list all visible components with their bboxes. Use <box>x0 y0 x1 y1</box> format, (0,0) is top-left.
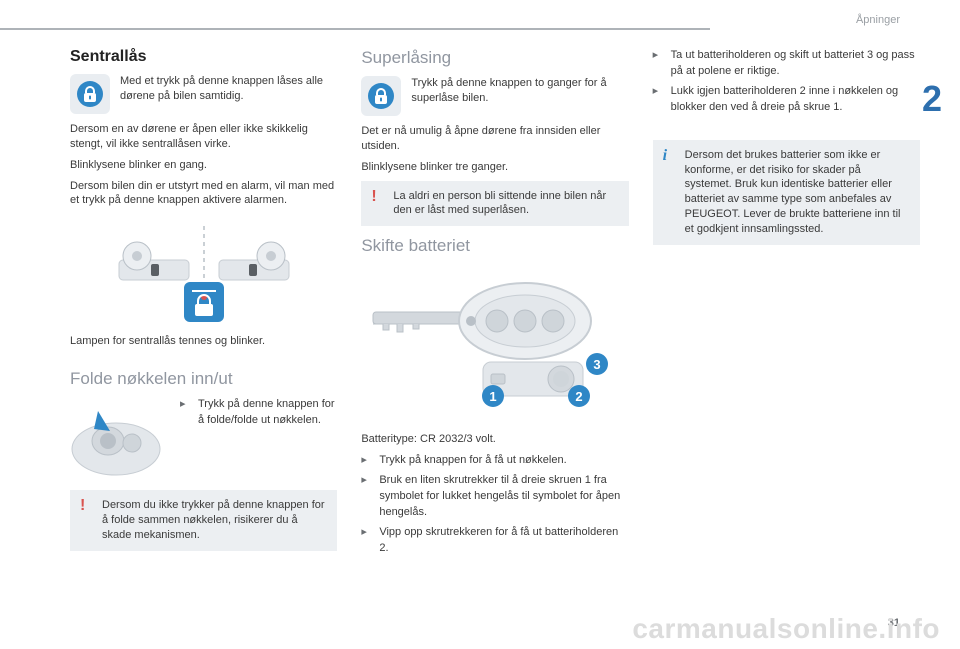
battery-steps: ▸Trykk på knappen for å få ut nøkkelen. … <box>361 453 628 557</box>
fold-key-row: ▸ Trykk på denne knappen for å folde/fol… <box>70 397 337 482</box>
bullet-icon: ▸ <box>653 84 663 116</box>
para-blink-three: Blinklysene blinker tre ganger. <box>361 160 628 175</box>
battery-type-prefix: Batteritype: <box>361 433 420 445</box>
battery-step-2: Bruk en liten skrutrekker til å dreie sk… <box>379 473 628 521</box>
bullet-icon: ▸ <box>361 525 371 557</box>
fold-bullet-text: Trykk på denne knappen for å folde/folde… <box>198 397 337 429</box>
list-item: ▸Vipp opp skrutrekkeren for å få ut batt… <box>361 525 628 557</box>
figure-fold-key <box>70 397 170 482</box>
top-rule <box>0 28 710 30</box>
battery-type-line: Batteritype: CR 2032/3 volt. <box>361 432 628 447</box>
warning-superlock-text: La aldri en person bli sittende inne bil… <box>393 189 618 219</box>
list-item: ▸Lukk igjen batteriholderen 2 inne i nøk… <box>653 84 920 116</box>
lock-text-1: Med et trykk på denne knappen låses alle… <box>120 74 337 104</box>
chapter-number: 2 <box>922 78 942 120</box>
svg-text:3: 3 <box>593 357 600 372</box>
svg-text:1: 1 <box>489 389 496 404</box>
info-icon: i <box>663 148 677 164</box>
svg-text:2: 2 <box>575 389 582 404</box>
heading-superlock: Superlåsing <box>361 48 628 68</box>
lock-text-2: Trykk på denne knappen to ganger for å s… <box>411 76 628 106</box>
column-2: Superlåsing Trykk på denne knappen to ga… <box>361 48 628 561</box>
info-battery-text: Dersom det brukes batterier som ikke er … <box>685 148 910 237</box>
breadcrumb: Åpninger <box>856 14 900 26</box>
warning-fold-key-text: Dersom du ikke trykker på denne knappen … <box>102 498 327 543</box>
heading-fold-key: Folde nøkkelen inn/ut <box>70 369 337 389</box>
battery-step-3: Vipp opp skrutrekkeren for å få ut batte… <box>379 525 628 557</box>
warning-fold-key: ! Dersom du ikke trykker på denne knappe… <box>70 490 337 551</box>
figure-key-battery: 1 2 3 <box>361 266 628 426</box>
watermark: carmanualsonline.info <box>632 613 940 645</box>
para-doors-open: Dersom en av dørene er åpen eller ikke s… <box>70 122 337 152</box>
para-blink-once: Blinklysene blinker en gang. <box>70 158 337 173</box>
lock-row-2: Trykk på denne knappen to ganger for å s… <box>361 76 628 116</box>
list-item: ▸ Trykk på denne knappen for å folde/fol… <box>180 397 337 429</box>
warning-icon: ! <box>371 189 385 205</box>
bullet-icon: ▸ <box>361 453 371 469</box>
columns: Sentrallås Med et trykk på denne knappen… <box>70 48 920 561</box>
lock-row-1: Med et trykk på denne knappen låses alle… <box>70 74 337 114</box>
page: Åpninger 2 Sentrallås Med et trykk på de… <box>0 0 960 649</box>
heading-sentrallas: Sentrallås <box>70 48 337 66</box>
bullet-icon: ▸ <box>180 397 190 429</box>
list-item: ▸Ta ut batteriholderen og skift ut batte… <box>653 48 920 80</box>
list-item: ▸Bruk en liten skrutrekker til å dreie s… <box>361 473 628 521</box>
list-item: ▸ Trykk på knappen for å få ut nøkkelen. <box>361 453 628 469</box>
bullet-icon: ▸ <box>361 473 371 521</box>
battery-type: CR 2032/3 volt. <box>420 433 496 445</box>
column-1: Sentrallås Med et trykk på denne knappen… <box>70 48 337 561</box>
warning-icon: ! <box>80 498 94 514</box>
caption-central-lock: Lampen for sentrallås tennes og blinker. <box>70 334 337 349</box>
battery-step-5: Lukk igjen batteriholderen 2 inne i nøkk… <box>671 84 920 116</box>
battery-steps-contd: ▸Ta ut batteriholderen og skift ut batte… <box>653 48 920 116</box>
lock-icon <box>361 76 401 116</box>
battery-step-1: Trykk på knappen for å få ut nøkkelen. <box>379 453 628 469</box>
warning-superlock: ! La aldri en person bli sittende inne b… <box>361 181 628 227</box>
heading-battery: Skifte batteriet <box>361 236 628 256</box>
column-3: ▸Ta ut batteriholderen og skift ut batte… <box>653 48 920 561</box>
lock-icon <box>70 74 110 114</box>
battery-step-4: Ta ut batteriholderen og skift ut batter… <box>671 48 920 80</box>
para-alarm: Dersom bilen din er utstyrt med en alarm… <box>70 179 337 209</box>
figure-central-lock <box>70 218 337 328</box>
bullet-icon: ▸ <box>653 48 663 80</box>
info-battery: i Dersom det brukes batterier som ikke e… <box>653 140 920 245</box>
para-cant-open: Det er nå umulig å åpne dørene fra innsi… <box>361 124 628 154</box>
